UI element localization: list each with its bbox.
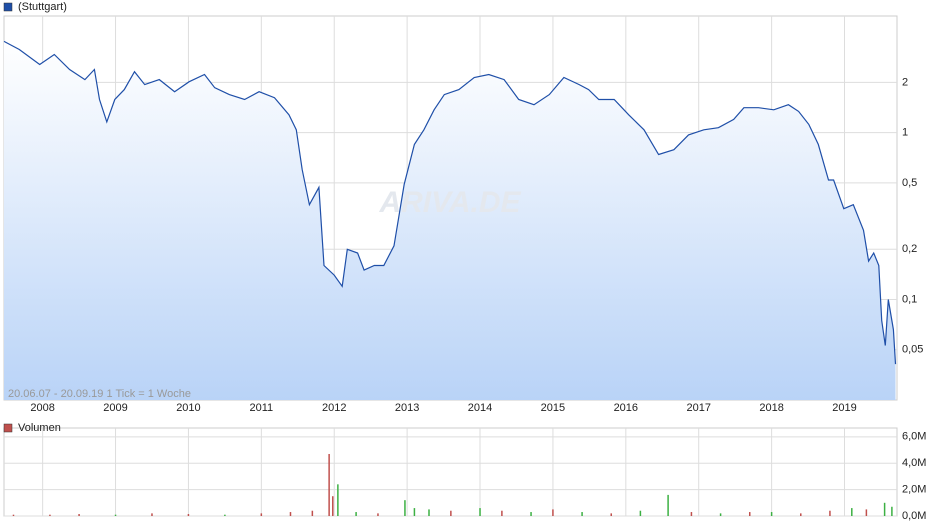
volume-bar (311, 510, 314, 516)
x-tick-label: 2008 (30, 402, 54, 414)
x-tick-label: 2011 (250, 402, 274, 414)
volume-bar (114, 514, 117, 516)
volume-panel (3, 427, 898, 517)
y-tick-label: 0,1 (902, 293, 917, 305)
volume-bar (851, 508, 853, 516)
volume-bar (332, 496, 334, 516)
volume-bar (428, 509, 430, 516)
volume-bar (337, 484, 339, 516)
x-tick-label: 2016 (614, 402, 638, 414)
volume-bar (260, 513, 263, 516)
volume-bar (748, 512, 751, 516)
volume-bar (78, 514, 80, 516)
volume-bar (501, 510, 503, 516)
volume-bar (581, 512, 583, 516)
x-tick-label: 2019 (832, 402, 856, 414)
volume-bar (883, 502, 886, 516)
y-tick-label: 2 (902, 76, 908, 88)
volume-bar (552, 509, 554, 516)
volume-bar (377, 513, 379, 516)
x-tick-label: 2018 (759, 402, 783, 414)
x-tick-label: 2012 (322, 402, 346, 414)
y-tick-label: 1 (902, 127, 908, 139)
y-tick-label: 6,0M (902, 431, 926, 443)
volume-bar (289, 512, 292, 516)
y-tick-label: 2,0M (902, 484, 926, 496)
legend-label: (Stuttgart) (18, 1, 67, 13)
volume-bar (891, 506, 893, 516)
x-tick-label: 2017 (686, 402, 710, 414)
watermark: ARIVA.DE (378, 186, 521, 219)
legend-swatch (3, 2, 13, 12)
volume-bar (450, 510, 452, 516)
volume-bar (690, 512, 693, 516)
legend-swatch (3, 423, 13, 433)
y-tick-label: 4,0M (902, 457, 926, 469)
area (4, 41, 896, 401)
volume-bar (404, 500, 406, 516)
x-tick-label: 2014 (468, 402, 492, 414)
volume-bar (610, 513, 612, 516)
volume-bar (151, 513, 153, 516)
y-tick-label: 0,2 (902, 243, 917, 255)
volume-bar (355, 512, 357, 516)
volume-bar (12, 514, 15, 516)
x-tick-label: 2015 (541, 402, 565, 414)
volume-bar (413, 508, 416, 516)
legend-label: Volumen (18, 422, 61, 434)
volume-bar (224, 514, 226, 516)
volume-bar (667, 494, 669, 516)
subtitle: 20.06.07 - 20.09.19 1 Tick = 1 Woche (8, 388, 191, 400)
volume-bar (800, 513, 802, 516)
y-tick-label: 0,05 (902, 344, 923, 356)
y-tick-label: 0,0M (902, 510, 926, 522)
x-tick-label: 2009 (103, 402, 127, 414)
volume-bar (328, 453, 330, 516)
volume-bar (639, 510, 642, 516)
volume-bar (479, 508, 481, 516)
price-line (3, 40, 897, 365)
volume-bar (829, 510, 831, 516)
volume-bar (530, 512, 532, 516)
volume-bar (719, 513, 722, 516)
x-tick-label: 2010 (176, 402, 200, 414)
volume-bar (770, 512, 773, 516)
volume-bar (187, 514, 190, 516)
volume-bar (49, 514, 51, 516)
x-tick-label: 2013 (395, 402, 419, 414)
volume-bar (865, 509, 868, 516)
y-tick-label: 0,5 (902, 177, 917, 189)
